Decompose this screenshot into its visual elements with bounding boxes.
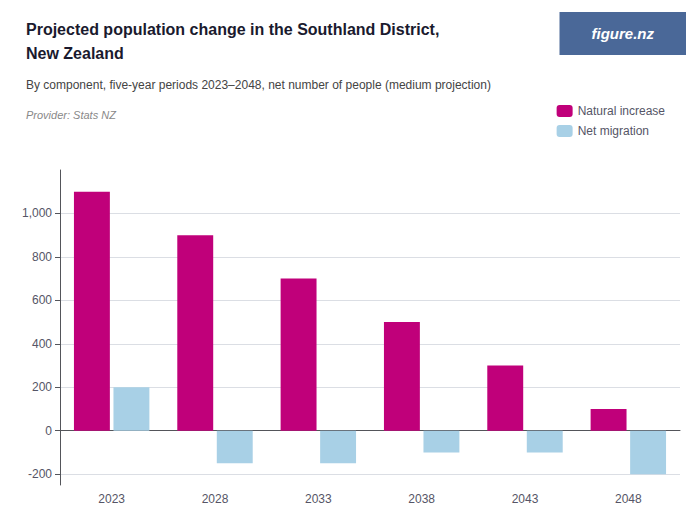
svg-text:2043: 2043 xyxy=(512,492,539,506)
svg-text:800: 800 xyxy=(32,250,52,264)
svg-text:400: 400 xyxy=(32,337,52,351)
svg-text:2048: 2048 xyxy=(615,492,642,506)
svg-text:2033: 2033 xyxy=(305,492,332,506)
svg-text:2023: 2023 xyxy=(98,492,125,506)
svg-text:2028: 2028 xyxy=(202,492,229,506)
svg-text:1,000: 1,000 xyxy=(22,206,52,220)
svg-text:By component, five-year period: By component, five-year periods 2023–204… xyxy=(26,78,491,92)
svg-text:Net migration: Net migration xyxy=(578,124,649,138)
svg-text:New Zealand: New Zealand xyxy=(26,45,124,62)
svg-text:figure.nz: figure.nz xyxy=(592,25,655,42)
svg-text:0: 0 xyxy=(45,424,52,438)
svg-text:600: 600 xyxy=(32,293,52,307)
svg-text:2038: 2038 xyxy=(408,492,435,506)
svg-text:Natural increase: Natural increase xyxy=(578,104,666,118)
svg-text:200: 200 xyxy=(32,380,52,394)
svg-text:-200: -200 xyxy=(28,467,52,481)
svg-text:Provider: Stats NZ: Provider: Stats NZ xyxy=(26,109,117,121)
svg-text:Projected population change in: Projected population change in the South… xyxy=(26,21,439,38)
